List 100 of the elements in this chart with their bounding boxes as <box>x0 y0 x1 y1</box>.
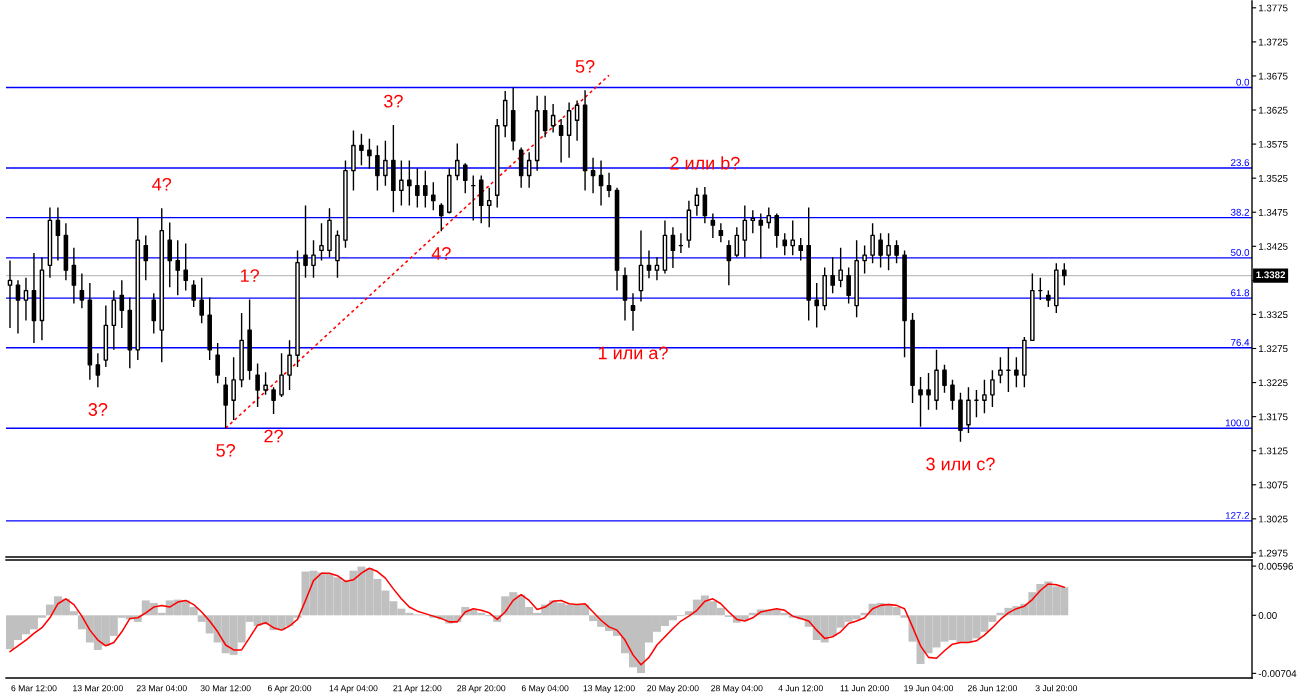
line-series <box>9 567 1066 666</box>
candlestick <box>726 239 732 286</box>
y-tick-label: 1.3125 <box>1258 447 1288 455</box>
candlestick <box>167 221 173 288</box>
candlestick <box>854 239 859 318</box>
candlestick <box>870 222 875 265</box>
candlestick <box>558 118 564 164</box>
candlestick <box>143 234 149 282</box>
candlestick <box>15 279 21 335</box>
y-tick-label: 1.3725 <box>1258 38 1288 46</box>
candlestick <box>135 216 141 361</box>
annotation: 3? <box>88 403 108 416</box>
candlestick <box>766 206 772 230</box>
candlestick <box>263 371 268 396</box>
candlestick <box>806 206 812 322</box>
x-tick-label: 23 Mar 04:00 <box>136 685 187 692</box>
candlestick <box>630 292 636 332</box>
candlestick <box>367 137 372 170</box>
candlestick <box>127 296 133 369</box>
candlestick <box>718 222 724 243</box>
candlestick <box>486 187 492 228</box>
candlestick <box>359 133 364 166</box>
x-tick-label: 11 Jun 20:00 <box>840 685 889 692</box>
annotation: 5? <box>575 60 595 73</box>
x-tick-label: 3 Jul 20:00 <box>1035 684 1078 692</box>
candlestick <box>966 386 971 434</box>
candlestick <box>39 256 45 342</box>
candlestick <box>79 272 85 309</box>
y-tick-label: 1.3225 <box>1258 379 1288 387</box>
annotation: 5? <box>216 443 236 457</box>
candlestick <box>55 206 61 262</box>
candlestick <box>958 392 963 443</box>
candlestick <box>279 352 284 398</box>
candlestick <box>622 266 628 322</box>
candlestick <box>694 187 700 217</box>
candlestick <box>502 90 508 138</box>
y-tick-label: 0.00596 <box>1258 562 1293 570</box>
candlestick <box>271 386 276 415</box>
candlestick <box>327 207 332 258</box>
y-tick-label: 1.3625 <box>1258 106 1288 114</box>
y-tick-label: 1.3675 <box>1258 72 1288 80</box>
candlestick <box>734 226 740 258</box>
x-tick-label: 30 Mar 12:00 <box>200 685 251 692</box>
candlestick <box>510 86 516 151</box>
candlestick <box>646 249 652 280</box>
candlestick <box>606 172 612 198</box>
candlestick <box>678 232 684 254</box>
y-tick-label: 1.3175 <box>1258 413 1288 421</box>
candlestick <box>686 199 692 249</box>
candlestick <box>894 239 899 265</box>
candlestick <box>814 282 819 329</box>
candlestick <box>335 229 340 279</box>
y-tick-label: 1.3525 <box>1258 174 1288 182</box>
candlestick <box>295 249 300 368</box>
candlestick <box>383 139 388 187</box>
candlestick <box>63 222 69 282</box>
candlestick <box>758 212 764 260</box>
y-tick-label: 1.3075 <box>1258 481 1288 489</box>
candlestick <box>191 279 196 308</box>
candlestick <box>159 207 165 363</box>
candlestick <box>431 181 436 211</box>
candlestick <box>950 379 955 411</box>
candlestick <box>910 312 915 404</box>
candlestick <box>303 204 308 279</box>
annotation: 4? <box>431 247 451 260</box>
candlestick <box>478 174 484 224</box>
candlestick <box>287 339 292 391</box>
candlestick <box>566 101 572 159</box>
candlestick <box>534 95 540 172</box>
candlestick <box>7 259 13 329</box>
candlestick <box>702 186 708 224</box>
candlestick <box>494 118 500 209</box>
annotation: 2? <box>264 429 283 443</box>
y-tick-label: -0.00704 <box>1258 670 1297 677</box>
candlestick <box>95 352 101 389</box>
candlestick <box>375 144 380 192</box>
annotation: 3? <box>384 94 403 108</box>
x-tick-label: 6 Apr 20:00 <box>267 685 312 693</box>
candlestick <box>886 232 891 271</box>
candlestick <box>526 151 532 189</box>
candlestick <box>470 174 476 222</box>
candlestick <box>574 99 580 142</box>
candlestick <box>183 242 189 292</box>
candlestick <box>454 142 460 181</box>
candlestick <box>247 298 252 381</box>
candlestick <box>542 95 548 138</box>
candlestick <box>462 162 468 194</box>
y-tick-label: 1.3325 <box>1258 311 1288 319</box>
candlestick <box>71 246 77 305</box>
x-tick-label: 26 Jun 12:00 <box>967 685 1017 692</box>
candlestick <box>319 222 324 262</box>
ref-line-label: 76.4 <box>1231 339 1250 346</box>
x-tick-label: 19 Jun 04:00 <box>904 685 954 692</box>
y-tick-label: 1.3025 <box>1258 515 1288 523</box>
y-tick-label: 1.2975 <box>1258 549 1288 557</box>
annotation: 1? <box>240 269 259 282</box>
candlestick <box>974 389 979 419</box>
candlestick <box>614 187 620 292</box>
ref-line-label: 23.6 <box>1231 159 1250 167</box>
ref-line-label: 61.8 <box>1231 289 1250 297</box>
